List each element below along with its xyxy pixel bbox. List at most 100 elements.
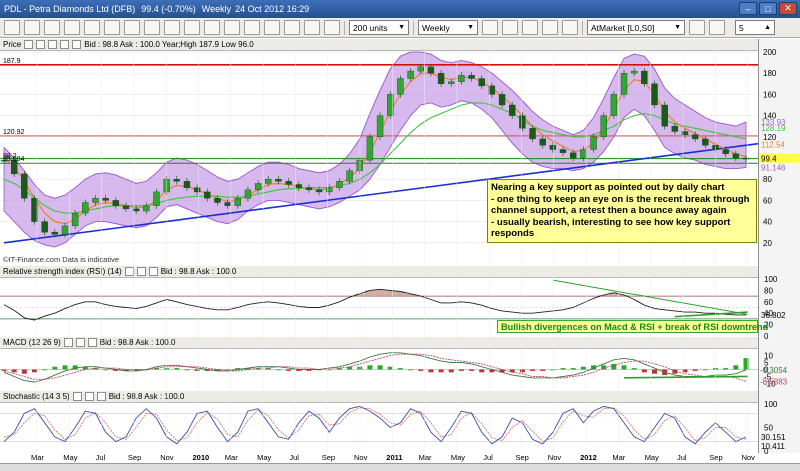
price-axis[interactable] [758,39,800,266]
panel-maximize-icon[interactable] [36,40,46,49]
macd-histogram-bar [641,369,647,373]
stoch-axis-tick: 0 [764,447,769,456]
macd-histogram-bar [458,369,464,371]
price-candle [92,198,99,203]
macd-histogram-bar [245,368,251,370]
minimize-button[interactable]: – [739,2,757,15]
price-candle [458,75,465,82]
pointer-tool-button[interactable] [4,20,20,35]
panel-maximize-icon[interactable] [136,267,146,276]
indicator-button[interactable] [184,20,200,35]
price-candle [387,94,394,116]
bar-type-button[interactable] [124,20,140,35]
time-axis-tick: 2012 [580,453,597,462]
macd-histogram-bar [652,369,658,374]
price-candle [254,183,262,191]
settings-button[interactable] [264,20,280,35]
panel-close-icon[interactable] [87,338,97,347]
print-button[interactable] [224,20,240,35]
macd-histogram-bar [397,368,403,370]
line-type-button[interactable] [164,20,180,35]
divergence-note[interactable]: Bullish divergences on Macd & RSI + brea… [497,320,768,333]
zoom-in-button[interactable] [64,20,80,35]
macd-histogram-bar [286,369,292,371]
price-candle [224,202,231,206]
time-axis-tick: Jul [677,453,687,462]
macd-histogram-bar [479,369,485,373]
price-level-label: 95.084 [3,156,25,163]
panel-maximize-icon[interactable] [84,392,94,401]
macd-histogram-bar [601,365,607,370]
panel-close-icon[interactable] [148,267,158,276]
stoch-axis[interactable] [758,391,800,453]
fibonacci-button[interactable] [324,20,340,35]
price-candle [610,94,618,116]
panel-maximize-icon[interactable] [75,338,85,347]
alert-button[interactable] [542,20,558,35]
chart-type-button[interactable] [482,20,498,35]
price-candle [315,189,323,193]
macd-axis-tick: -10 [764,379,776,388]
buy-button[interactable] [562,20,578,35]
price-candle [519,115,526,129]
compare-button[interactable] [502,20,518,35]
candle-type-button[interactable] [144,20,160,35]
panel-style-icon[interactable] [72,40,82,49]
macd-axis[interactable] [758,337,800,391]
data-source-note: ©IT-Finance.com Data is indicative [3,255,119,264]
interval-select[interactable]: Weekly ▼ [418,20,478,35]
horizontal-scrollbar[interactable] [0,463,800,471]
line-tool-button[interactable] [44,20,60,35]
panel-properties-icon[interactable] [124,267,134,276]
price-candle [651,83,658,106]
chart-annotation[interactable]: Nearing a key support as pointed out by … [487,179,757,243]
panel-properties-icon[interactable] [63,338,73,347]
scroll-button[interactable] [104,20,120,35]
save-button[interactable] [244,20,260,35]
macd-histogram-bar [469,369,475,371]
deal-button[interactable] [709,20,725,35]
panel-close-icon[interactable] [48,40,58,49]
macd-signal-value: -8.5383 [760,377,788,386]
price-candle [580,149,587,159]
sell-button[interactable] [689,20,705,35]
price-candle [702,138,709,146]
time-axis-tick: Sep [516,453,529,462]
quantity-stepper[interactable]: 5 ▲ [735,20,775,35]
text-tool-button[interactable] [304,20,320,35]
maximize-button[interactable]: □ [759,2,777,15]
time-axis-tick: 2010 [193,453,210,462]
panel-close-icon[interactable] [96,392,106,401]
price-candle [122,205,130,210]
macd-histogram-bar [489,369,495,373]
units-select[interactable]: 200 units ▼ [349,20,409,35]
close-button[interactable]: ✕ [779,2,797,15]
panel-properties-icon[interactable] [72,392,82,401]
price-candle [630,70,638,74]
rsi-axis[interactable] [758,266,800,337]
grid-button[interactable] [522,20,538,35]
macd-histogram-bar [540,369,546,371]
time-axis: Mar May Jul Sep Nov 2010 Mar May Jul Sep Nov 2011 Ma… [31,52,755,462]
price-axis-tick: 80 [763,175,772,184]
bollinger-upper-line [3,51,747,199]
zoom-out-button[interactable] [84,20,100,35]
panel-indicator-icon[interactable] [60,40,70,49]
draw-button[interactable] [284,20,300,35]
price-candle [285,181,292,185]
macd-histogram-bar [560,368,566,370]
price-candle [671,125,679,132]
price-candle [407,70,414,79]
macd-histogram-bar [347,366,353,370]
order-type-select[interactable]: AtMarket [L0,S0] ▼ [587,20,685,35]
time-axis-tick: Jul [96,453,106,462]
price-candle [214,198,221,203]
panel-properties-icon[interactable] [24,40,34,49]
macd-histogram-bar [204,369,210,371]
macd-histogram-bar [72,365,78,370]
template-button[interactable] [204,20,220,35]
crosshair-tool-button[interactable] [24,20,40,35]
time-axis-tick: Sep [128,453,141,462]
macd-histogram-bar [123,369,129,371]
